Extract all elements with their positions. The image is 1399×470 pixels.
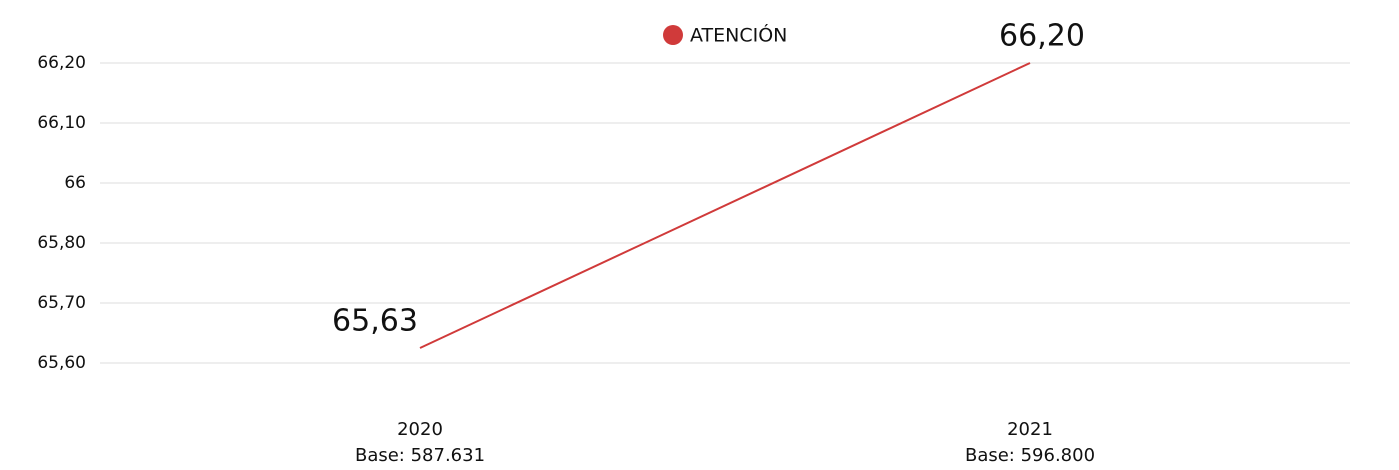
y-tick-label: 66,20 [37,53,86,73]
y-tick-label: 66,10 [37,113,86,133]
y-tick-label: 66 [64,173,86,193]
value-label: 66,20 [999,19,1085,54]
line [419,62,1031,349]
y-tick-label: 65,70 [37,293,86,313]
x-tick-sublabel: Base: 596.800 [965,445,1095,466]
value-label: 65,63 [332,304,418,339]
legend-marker [663,25,683,45]
x-tick-label: 2021 [1007,419,1053,440]
y-tick-label: 65,80 [37,233,86,253]
x-tick-sublabel: Base: 587.631 [355,445,485,466]
x-tick-label: 2020 [397,419,443,440]
legend-label: ATENCIÓN [690,23,787,47]
y-tick-label: 65,60 [37,353,86,373]
